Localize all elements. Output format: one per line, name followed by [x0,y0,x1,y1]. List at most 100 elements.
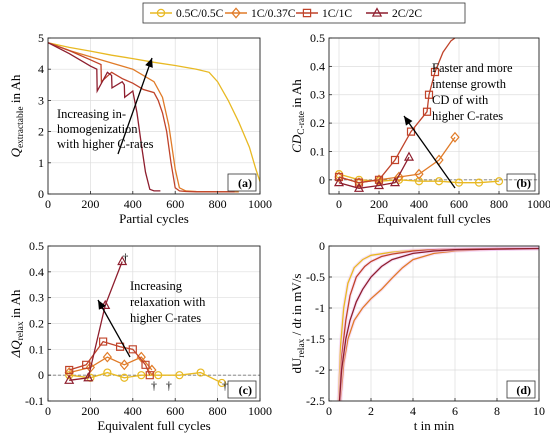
x-tick-label: 2 [368,404,374,418]
legend-label: 0.5C/0.5C [176,8,224,20]
y-tick-label: 4 [38,62,44,76]
data-point [85,361,96,373]
data-point [450,131,460,143]
series-group [333,38,504,192]
series-line [338,173,500,184]
y-tick-label: 0 [38,187,44,201]
x-tick-label: 1000 [248,404,272,418]
y-tick-label: 0.3 [29,291,44,305]
y-label-unit: in Ah [8,289,23,321]
data-point [83,372,94,382]
legend-marker [371,7,383,17]
series-line [338,38,456,184]
data-point [354,178,364,187]
dagger-mark: † [222,379,228,393]
x-tick-label: 800 [209,404,227,418]
y-tick-label: 5 [38,31,44,45]
y-tick-label: -0.1 [25,394,44,408]
annotation-text: Increasing in- [57,107,126,121]
data-point [374,174,384,186]
x-tick-label: 4 [410,404,416,418]
annotation-text: intense growth [432,77,507,91]
y-label-part: dU [289,357,304,374]
panel-label: (a) [238,176,252,190]
panel-label-box [506,380,536,399]
y-label-main: ΔQ [8,340,23,359]
y-tick-label: 0.1 [29,342,44,356]
y-tick-label: -2.5 [306,394,325,408]
annotation-text: higher C-rates [130,311,201,325]
data-point [334,171,344,183]
x-tick-label: 600 [166,197,184,211]
data-point [374,175,384,184]
annotation-arrowhead [404,116,413,126]
data-point [494,177,504,186]
data-point [454,178,464,187]
x-tick-label: 800 [490,197,508,211]
annotation-text: higher C-rates [432,109,503,123]
panel-label-box [227,173,257,192]
y-tick-label: -1 [315,301,325,315]
data-point [141,360,150,369]
data-point [65,371,74,380]
data-point [354,177,364,189]
series-line [69,371,223,384]
y-tick-label: 0.5 [29,239,44,253]
y-tick-label: 1 [38,156,44,170]
y-tick-label: -0.5 [306,270,325,284]
x-tick-label: 400 [410,197,428,211]
data-point [64,374,75,384]
y-label-sub: relax [297,338,307,357]
series-line [338,156,410,189]
panel-d: 0 2 4 6 8 10 -2.5 -2 -1.5 -1 -0.5 0 t in min dUrelax … [289,239,545,433]
x-axis-label: Equivalent full cycles [97,418,210,433]
annotation-text: relaxation with [130,295,206,309]
legend-marker [302,8,312,18]
dagger-mark: † [166,379,172,393]
panel-label: (c) [239,383,252,397]
series-line [338,247,539,401]
axes-frame [47,37,261,195]
x-tick-label: 1000 [248,197,272,211]
annotation-text: Faster and more [432,61,513,75]
data-point [196,368,205,377]
data-point [65,365,74,375]
series-line [69,261,123,381]
x-tick-label: 6 [452,404,458,418]
data-point [137,371,146,380]
series-line [69,340,151,376]
axes-frame [328,37,540,195]
annotation-arrow [403,115,456,189]
y-label-part: t [289,318,304,322]
x-axis-label: Partial cycles [119,211,189,226]
x-tick-label: 0 [45,197,51,211]
data-point [103,368,112,377]
plot-area [48,38,260,194]
data-point [82,360,91,369]
x-tick-label: 1000 [527,197,550,211]
y-tick-label: 0.2 [310,116,325,130]
annotation-arrowhead [145,58,153,68]
data-point [353,182,365,192]
plot-area [329,246,539,401]
y-label-part: in mV/s [289,274,304,319]
annotation-arrow [117,57,153,155]
y-tick-label: -1.5 [306,332,325,346]
y-label-main: Q [8,147,23,157]
panel-label-box [227,380,257,399]
y-label-main: CD [289,134,304,153]
data-point [333,177,345,187]
x-tick-label: 200 [81,404,99,418]
series-group [64,255,226,388]
y-label-sub: C-rate [297,111,307,135]
y-axis-label: ΔQrelax in Ah [8,289,26,358]
data-point [373,179,385,190]
legend-marker [156,8,166,18]
data-point [394,171,404,183]
y-axis-label: Qextractable in Ah [8,74,26,157]
x-tick-label: 200 [81,197,99,211]
panel-a: 0 200 400 600 800 1000 0 1 2 3 4 5 Partial cycles Qex… [8,31,272,226]
data-point [422,107,432,116]
y-tick-label: 3 [38,93,44,107]
